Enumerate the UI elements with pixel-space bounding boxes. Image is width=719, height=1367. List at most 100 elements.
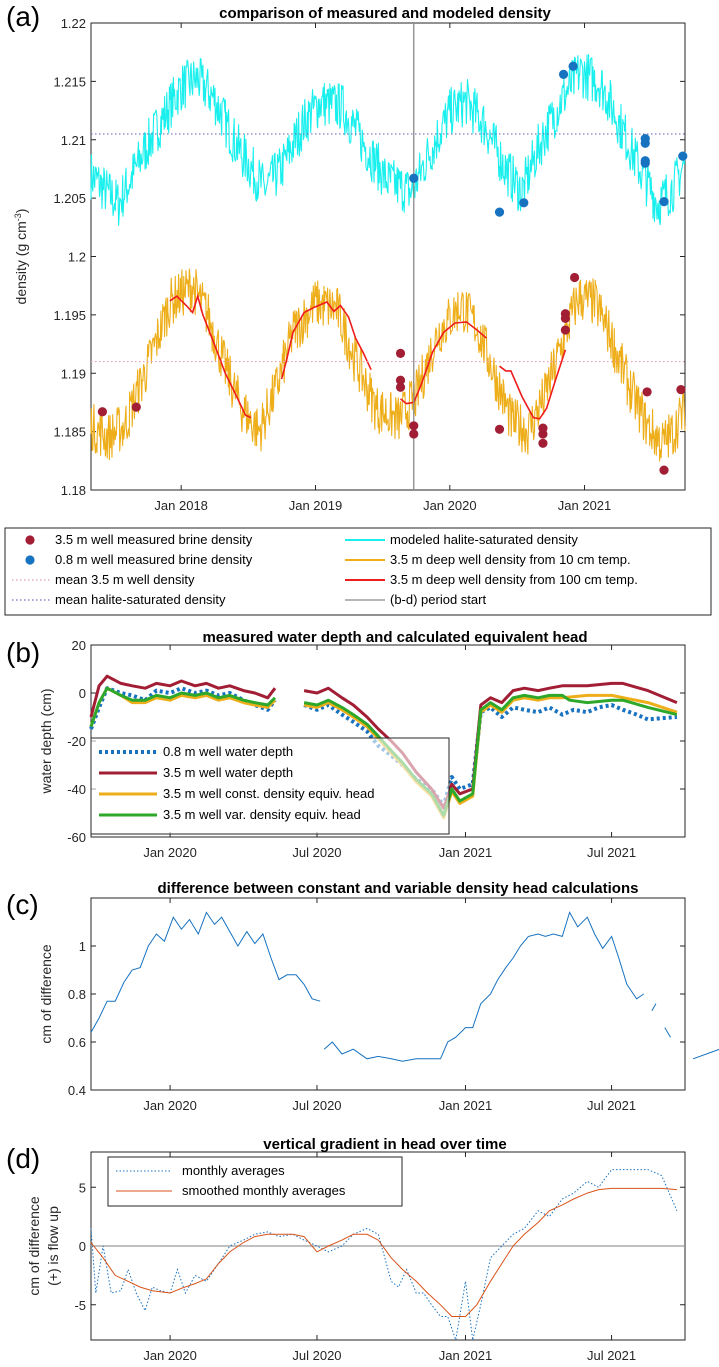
measured-point: [409, 173, 419, 183]
measured-point: [395, 375, 406, 385]
legend-label: (b-d) period start: [390, 592, 486, 607]
series-line-100cm-temp: [400, 321, 488, 405]
legend-label: 0.8 m well water depth: [163, 744, 293, 759]
legend-label: monthly averages: [182, 1163, 285, 1178]
y-tick-label: 0: [79, 686, 86, 701]
measured-point: [558, 69, 569, 79]
panel-letter: (b): [6, 637, 40, 668]
panel-title: difference between constant and variable…: [158, 880, 639, 897]
legend-box: [107, 1156, 403, 1207]
series-line: [303, 703, 678, 808]
y-tick-label: 1.215: [53, 74, 86, 89]
measured-point: [538, 438, 548, 448]
x-tick-label: Jul 2021: [587, 845, 636, 860]
y-tick-label: 1.205: [53, 191, 86, 206]
legend-label: 3.5 m deep well density from 10 cm temp.: [390, 552, 631, 567]
series-line: [303, 693, 678, 817]
y-tick-label: 0.4: [68, 1083, 86, 1098]
measured-point: [659, 197, 669, 207]
measured-point: [395, 348, 406, 359]
x-tick-label: Jul 2020: [292, 1098, 341, 1113]
series-line: [323, 911, 645, 1062]
y-axis-label: density (g cm-3): [13, 209, 29, 305]
legend-label: 0.8 m well measured brine density: [55, 552, 253, 567]
legend-label: mean 3.5 m well density: [55, 572, 195, 587]
y-tick-label: 1.185: [53, 425, 86, 440]
x-tick-label: Jan 2021: [558, 498, 612, 513]
y-tick-label: 5: [79, 1180, 86, 1195]
legend-label: 3.5 m deep well density from 100 cm temp…: [390, 572, 638, 587]
y-tick-label: 0: [79, 1239, 86, 1254]
y-tick-label: 0.6: [68, 1035, 86, 1050]
panel-letter: (c): [6, 889, 39, 920]
x-tick-label: Jan 2021: [439, 845, 493, 860]
panel-title: comparison of measured and modeled densi…: [219, 5, 551, 22]
series-line-100cm-temp: [169, 293, 252, 419]
series-line: [664, 1027, 671, 1038]
y-axis-label: cm of difference: [26, 1196, 42, 1296]
legend-marker: [25, 535, 35, 545]
y-tick-label: 20: [72, 638, 86, 653]
x-tick-label: Jul 2020: [292, 1348, 341, 1363]
panel-letter: (d): [6, 1143, 40, 1174]
legend-label: mean halite-saturated density: [55, 592, 226, 607]
y-tick-label: 1.22: [61, 16, 86, 31]
x-tick-label: Jul 2021: [587, 1098, 636, 1113]
series-line: [90, 911, 321, 1033]
measured-point: [538, 429, 548, 439]
series-line-100cm-temp: [499, 349, 567, 420]
series-line-100cm-temp: [280, 301, 372, 380]
x-tick-label: Jan 2021: [439, 1348, 493, 1363]
series-line: [303, 681, 678, 810]
series-line-eeae1a: [90, 268, 686, 462]
measured-point: [560, 325, 570, 335]
y-axis-label-line2: (+) is flow up: [45, 1206, 61, 1286]
legend-label: 3.5 m well const. density equiv. head: [163, 786, 375, 801]
measured-point: [642, 387, 652, 397]
series-line-smoothed: [90, 1187, 677, 1317]
y-axis-label-close: ): [13, 209, 29, 214]
x-tick-label: Jan 2018: [154, 498, 208, 513]
legend-marker: [25, 555, 35, 565]
measured-point: [568, 61, 578, 71]
legend-label: 3.5 m well water depth: [163, 765, 293, 780]
series-line-19f0ee: [90, 54, 686, 226]
x-tick-label: Jul 2021: [587, 1348, 636, 1363]
measured-point: [676, 384, 686, 395]
measured-point: [640, 158, 650, 168]
y-tick-label: 0.8: [68, 987, 86, 1002]
measured-point: [409, 429, 419, 439]
x-tick-label: Jan 2020: [143, 1098, 197, 1113]
y-axis-label: cm of difference: [38, 944, 54, 1044]
series-line: [303, 693, 678, 820]
panel-title: vertical gradient in head over time: [263, 1136, 506, 1153]
legend-label: 3.5 m well measured brine density: [55, 532, 253, 547]
series-line: [89, 686, 277, 728]
series-line: [692, 1048, 719, 1060]
measured-point: [494, 207, 505, 217]
measured-point: [131, 402, 141, 412]
y-axis-label-superscript: -3: [13, 213, 23, 221]
legend-label: smoothed monthly averages: [182, 1183, 346, 1198]
y-tick-label: 1.21: [61, 133, 86, 148]
legend-label: 3.5 m well var. density equiv. head: [163, 807, 361, 822]
measured-point: [395, 382, 406, 392]
x-tick-label: Jan 2020: [143, 845, 197, 860]
y-tick-label: 1: [79, 939, 86, 954]
legend-box: [90, 737, 450, 835]
measured-point: [409, 421, 419, 431]
legend-label: modeled halite-saturated density: [390, 532, 578, 547]
series-line: [651, 1003, 657, 1012]
measured-point: [678, 151, 688, 161]
x-tick-label: Jan 2019: [289, 498, 343, 513]
y-tick-label: 1.195: [53, 308, 86, 323]
measured-point: [569, 272, 580, 283]
y-tick-label: 1.18: [61, 483, 86, 498]
measured-point: [97, 407, 108, 417]
y-tick-label: -60: [67, 830, 86, 845]
y-tick-label: 1.2: [68, 250, 86, 265]
measured-point: [494, 424, 505, 434]
series-line-monthly: [90, 1169, 678, 1341]
y-tick-label: -5: [74, 1298, 86, 1313]
